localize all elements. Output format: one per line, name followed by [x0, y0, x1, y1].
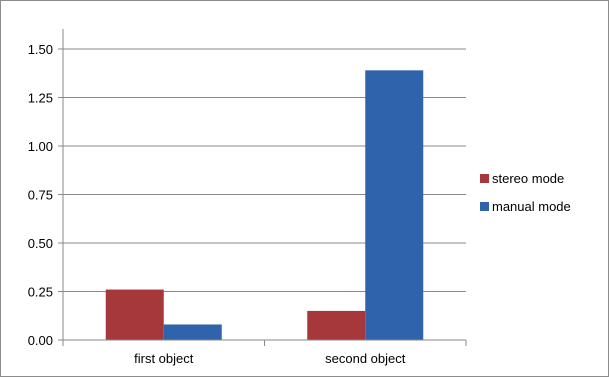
- x-tick-label: first object: [134, 351, 194, 366]
- y-tick-label: 0.00: [28, 333, 53, 348]
- y-tick-label: 1.00: [28, 139, 53, 154]
- y-tick-label: 0.50: [28, 236, 53, 251]
- bar-manual-mode-1: [163, 324, 222, 340]
- x-tick-label: second object: [325, 351, 406, 366]
- y-tick-label: 0.25: [28, 285, 53, 300]
- y-tick-label: 1.25: [28, 91, 53, 106]
- legend-label: manual mode: [492, 199, 571, 214]
- legend-swatch: [480, 202, 489, 211]
- legend: stereo mode manual mode: [480, 171, 571, 214]
- legend-label: stereo mode: [492, 171, 564, 186]
- y-axis-tick-labels: 0.00 0.25 0.50 0.75 1.00 1.25 1.50: [28, 42, 63, 348]
- x-axis-tick-labels: first object second object: [62, 340, 467, 366]
- legend-swatch: [480, 174, 489, 183]
- bar-stereo-mode-2: [307, 310, 366, 340]
- y-tick-label: 1.50: [28, 42, 53, 57]
- bars: [105, 70, 424, 340]
- bar-stereo-mode-1: [105, 289, 164, 340]
- y-tick-label: 0.75: [28, 188, 53, 203]
- bar-manual-mode-2: [365, 70, 424, 340]
